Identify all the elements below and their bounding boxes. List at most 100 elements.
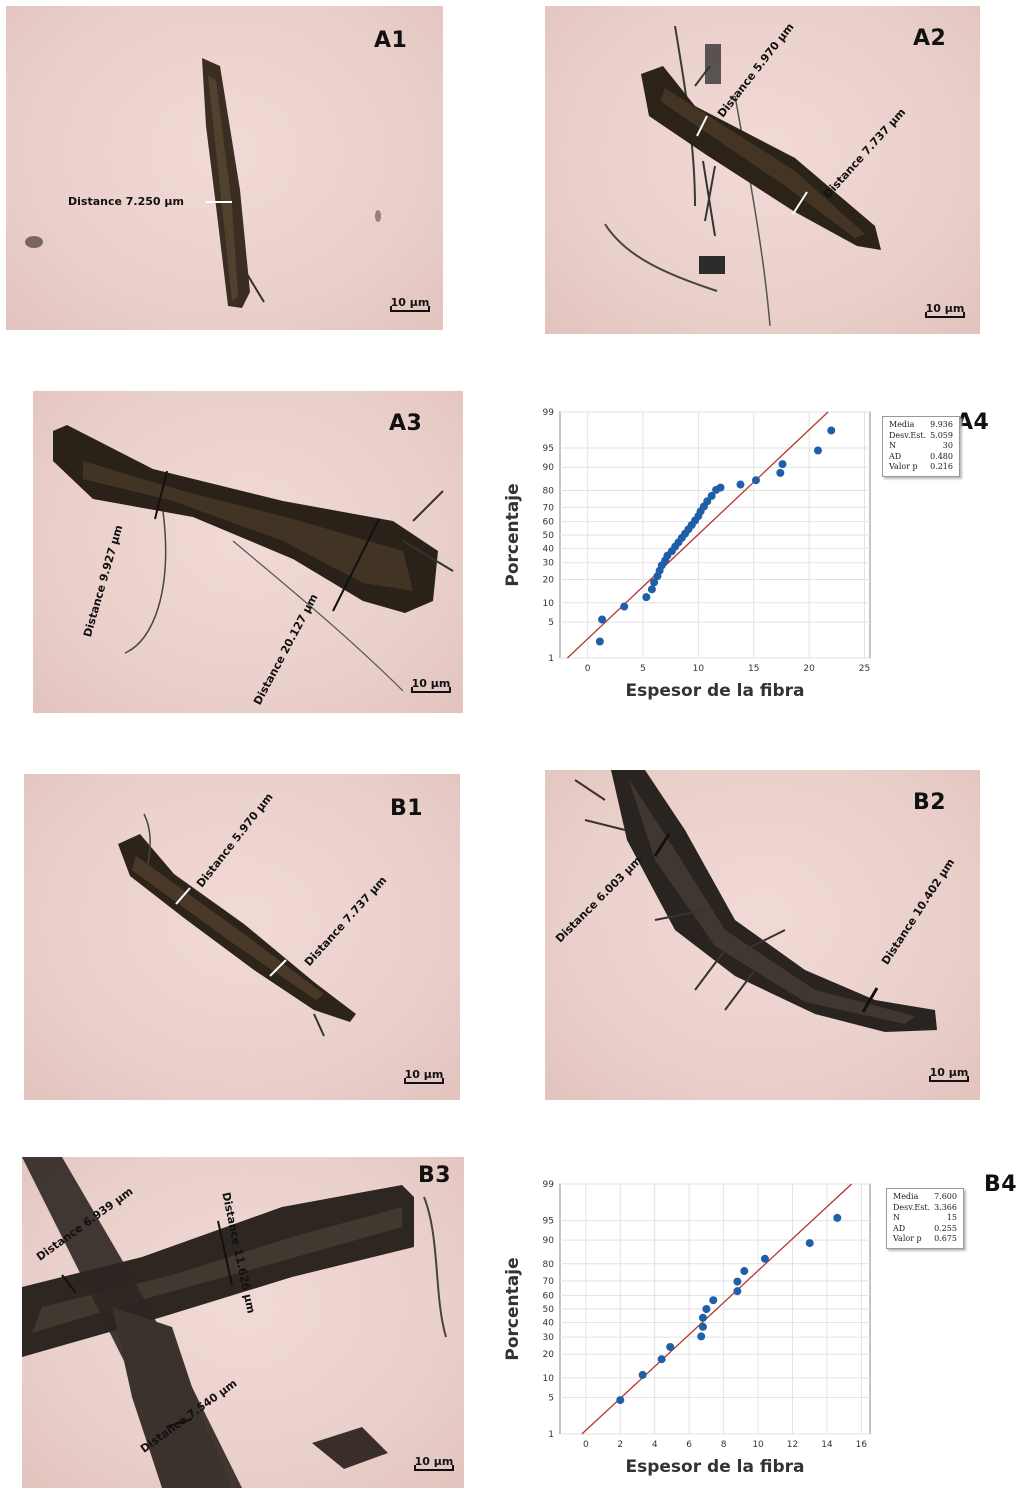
y-tick-label: 50 (543, 531, 555, 541)
chart-label: A4 (956, 410, 990, 435)
data-point (709, 1296, 718, 1305)
y-tick-label: 30 (543, 1333, 555, 1343)
micrograph-a1: Distance 7.250 µm A1 10 µm (6, 6, 443, 330)
x-tick-label: 25 (859, 664, 870, 674)
stat-value: 3.366 (934, 1202, 957, 1212)
y-tick-label: 90 (543, 1236, 555, 1246)
y-tick-label: 10 (543, 1374, 555, 1384)
stat-value: 15 (946, 1213, 957, 1222)
y-tick-label: 10 (543, 599, 555, 609)
panel-label: B3 (418, 1163, 452, 1188)
fiber-image-a1 (25, 58, 381, 308)
x-tick-label: 10 (752, 1440, 764, 1450)
data-point (620, 602, 629, 611)
fiber-image-a3 (53, 425, 454, 692)
stat-name: AD (893, 1223, 906, 1233)
stats-row: Desv.Est. 3.366 (891, 1203, 959, 1214)
stats-box: Media 9.936 Desv.Est. 5.059 N 30 AD 0.480 Valor … (882, 416, 960, 477)
data-point (702, 1305, 711, 1313)
data-point (647, 585, 656, 594)
x-tick-label: 4 (652, 1440, 658, 1450)
y-tick-label: 60 (543, 518, 555, 528)
stat-name: Valor p (889, 462, 918, 471)
fiber-image-b2 (574, 770, 937, 1032)
scale-bar-label: 10 µm (925, 302, 965, 315)
x-tick-label: 16 (856, 1440, 868, 1450)
data-point (778, 460, 787, 469)
distance-label: Distance 7.250 µm (68, 195, 184, 208)
micrograph-b2: Distance 6.003 µm Distance 10.402 µm B2 … (545, 770, 980, 1100)
stat-name: Desv.Est. (893, 1202, 931, 1212)
data-point (697, 1332, 706, 1341)
data-point (598, 615, 607, 624)
scale-bar: 10 µm (390, 296, 430, 312)
x-tick-label: 0 (585, 664, 591, 674)
scale-bar-label: 10 µm (390, 296, 430, 309)
stat-name: AD (889, 451, 902, 461)
y-tick-label: 80 (543, 1260, 555, 1270)
data-point (827, 426, 836, 435)
data-point (642, 593, 651, 602)
stats-row: N 15 (891, 1213, 959, 1224)
x-axis-title: Espesor de la fibra (626, 1457, 805, 1477)
probability-plot-b4-svg: 0 2 4 6 8 10 12 14 16 1 5 10 20 30 40 50 60 70 80 90 95 99 Esp… (503, 1180, 871, 1477)
chart-label: B4 (984, 1172, 1018, 1197)
x-tick-label: 8 (721, 1440, 727, 1450)
y-tick-label: 20 (543, 575, 555, 585)
y-tick-label: 70 (543, 1277, 555, 1287)
panel-label: A2 (913, 26, 947, 51)
stat-value: 0.255 (934, 1223, 957, 1233)
y-tick-label: 60 (543, 1291, 555, 1301)
x-tick-label: 14 (821, 1440, 833, 1450)
stat-name: Valor p (893, 1234, 922, 1243)
x-tick-label: 12 (787, 1440, 798, 1450)
x-tick-label: 15 (748, 664, 759, 674)
x-tick-label: 10 (693, 664, 705, 674)
stat-value: 9.936 (930, 420, 953, 429)
x-tick-label: 6 (686, 1440, 692, 1450)
stat-name: Media (889, 420, 915, 429)
y-axis-title: Porcentaje (503, 483, 523, 586)
stat-value: 0.480 (930, 451, 953, 461)
stats-table: Media 9.936 Desv.Est. 5.059 N 30 AD 0.480 Valor … (887, 420, 955, 473)
y-tick-label: 95 (543, 1217, 554, 1227)
y-tick-label: 20 (543, 1350, 555, 1360)
data-point (733, 1287, 742, 1296)
y-tick-label: 99 (543, 1180, 555, 1190)
data-point (666, 1342, 675, 1351)
stats-row: N 30 (887, 441, 955, 452)
scale-bar: 10 µm (929, 1066, 969, 1082)
fit-line (566, 411, 829, 659)
data-point (638, 1370, 647, 1379)
scale-bar: 10 µm (925, 302, 965, 318)
y-tick-label: 80 (543, 487, 555, 497)
panel-label: B1 (390, 796, 424, 821)
stat-name: N (889, 441, 896, 450)
stats-row: Media 7.600 (891, 1192, 959, 1203)
data-point (698, 1322, 707, 1331)
y-tick-label: 50 (543, 1305, 555, 1315)
data-point (733, 1277, 742, 1286)
x-tick-label: 20 (803, 664, 815, 674)
panel-label: A3 (389, 411, 423, 436)
stat-name: N (893, 1213, 900, 1222)
data-point (716, 483, 725, 492)
data-point (776, 468, 785, 477)
y-tick-label: 1 (548, 1430, 554, 1440)
micrograph-a3: Distance 9.927 µm Distance 20.127 µm A3 … (33, 391, 463, 713)
data-point (595, 637, 604, 646)
y-tick-label: 95 (543, 444, 554, 454)
scale-bar: 10 µm (404, 1068, 444, 1084)
probability-plot-a4-svg: 0 5 10 15 20 25151020304050607080909599Espeso… (503, 408, 871, 701)
y-axis-title: Porcentaje (503, 1257, 523, 1360)
y-tick-label: 40 (543, 544, 555, 554)
data-point (707, 491, 716, 500)
data-point (616, 1396, 625, 1405)
scale-bar-label: 10 µm (411, 677, 451, 690)
fiber-image-b1 (118, 813, 356, 1037)
x-tick-label: 0 (583, 1440, 589, 1450)
stat-value: 5.059 (930, 430, 953, 440)
data-point (703, 497, 712, 506)
scale-bar-label: 10 µm (414, 1455, 454, 1468)
scale-bar: 10 µm (414, 1455, 454, 1471)
